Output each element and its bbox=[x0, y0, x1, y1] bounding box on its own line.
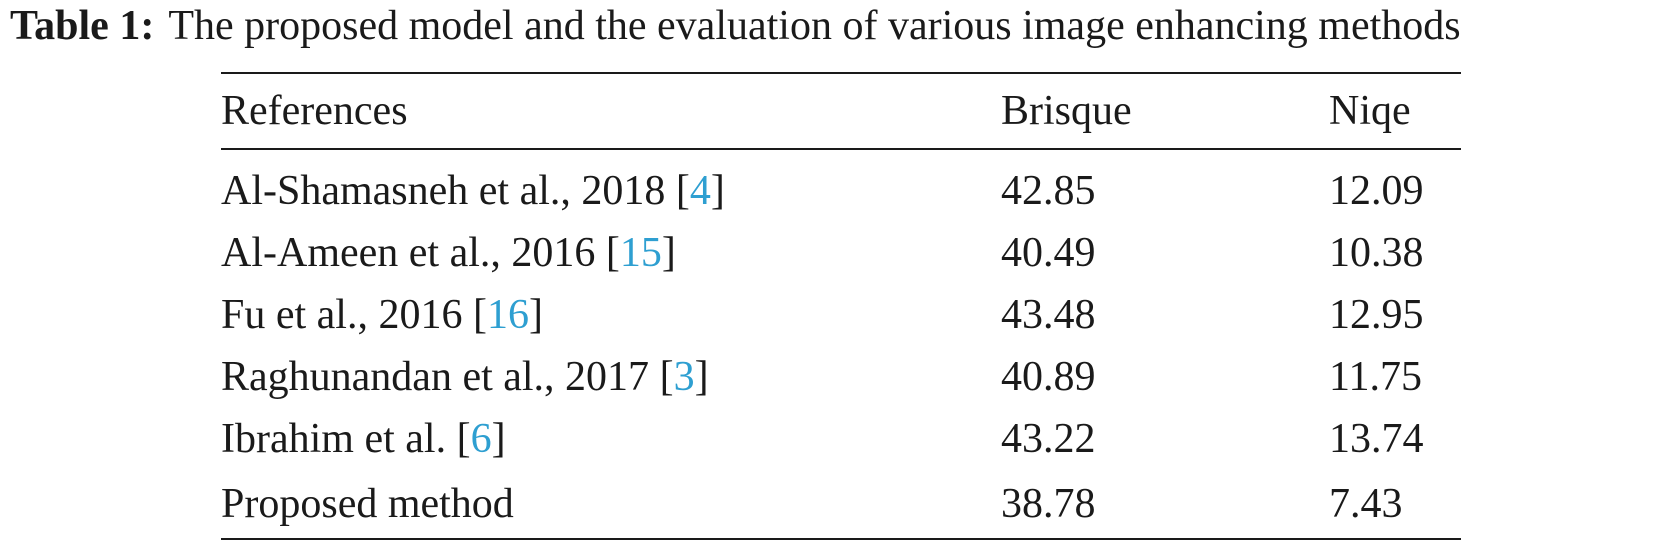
column-header-niqe: Niqe bbox=[1329, 88, 1411, 134]
column-header-brisque: Brisque bbox=[1001, 88, 1132, 134]
niqe-cell: 7.43 bbox=[1329, 481, 1403, 527]
brisque-cell: 43.48 bbox=[1001, 292, 1096, 338]
table-header-row: References Brisque Niqe bbox=[221, 73, 1461, 149]
results-table: References Brisque Niqe Al-Shamasneh et … bbox=[221, 72, 1461, 540]
table-row: Fu et al., 2016 [16] 43.48 12.95 bbox=[221, 284, 1461, 346]
reference-cell: Raghunandan et al., 2017 [3] bbox=[221, 354, 709, 400]
results-table-container: References Brisque Niqe Al-Shamasneh et … bbox=[221, 72, 1461, 540]
brisque-cell: 42.85 bbox=[1001, 168, 1096, 214]
table-row: Ibrahim et al. [6] 43.22 13.74 bbox=[221, 408, 1461, 470]
reference-cell: Ibrahim et al. [6] bbox=[221, 416, 506, 462]
niqe-cell: 12.09 bbox=[1329, 168, 1424, 214]
reference-cell: Proposed method bbox=[221, 481, 514, 527]
citation-link[interactable]: 3 bbox=[673, 354, 695, 400]
column-header-references: References bbox=[221, 88, 408, 134]
citation-link[interactable]: 4 bbox=[689, 168, 711, 214]
reference-text: Al-Shamasneh et al., 2018 bbox=[221, 168, 666, 214]
table-row: Raghunandan et al., 2017 [3] 40.89 11.75 bbox=[221, 346, 1461, 408]
niqe-cell: 11.75 bbox=[1329, 354, 1422, 400]
reference-text: Raghunandan et al., 2017 bbox=[221, 354, 650, 400]
table-row-proposed: Proposed method 38.78 7.43 bbox=[221, 470, 1461, 539]
citation-link[interactable]: 15 bbox=[619, 230, 662, 276]
reference-text: Fu et al., 2016 bbox=[221, 292, 463, 338]
citation-link[interactable]: 6 bbox=[470, 416, 492, 462]
table-row: Al-Ameen et al., 2016 [15] 40.49 10.38 bbox=[221, 222, 1461, 284]
niqe-cell: 13.74 bbox=[1329, 416, 1424, 462]
table-caption-label: Table 1: bbox=[10, 3, 155, 49]
niqe-cell: 12.95 bbox=[1329, 292, 1424, 338]
reference-text: Al-Ameen et al., 2016 bbox=[221, 230, 596, 276]
reference-text: Ibrahim et al. bbox=[221, 416, 447, 462]
table-caption: Table 1: The proposed model and the evalu… bbox=[10, 2, 1461, 50]
table-caption-text: The proposed model and the evaluation of… bbox=[168, 3, 1461, 49]
citation-link[interactable]: 16 bbox=[486, 292, 529, 338]
niqe-cell: 10.38 bbox=[1329, 230, 1424, 276]
reference-cell: Al-Ameen et al., 2016 [15] bbox=[221, 230, 676, 276]
brisque-cell: 43.22 bbox=[1001, 416, 1096, 462]
reference-cell: Al-Shamasneh et al., 2018 [4] bbox=[221, 168, 725, 214]
brisque-cell: 38.78 bbox=[1001, 481, 1096, 527]
table-row: Al-Shamasneh et al., 2018 [4] 42.85 12.0… bbox=[221, 149, 1461, 222]
brisque-cell: 40.49 bbox=[1001, 230, 1096, 276]
brisque-cell: 40.89 bbox=[1001, 354, 1096, 400]
reference-cell: Fu et al., 2016 [16] bbox=[221, 292, 543, 338]
